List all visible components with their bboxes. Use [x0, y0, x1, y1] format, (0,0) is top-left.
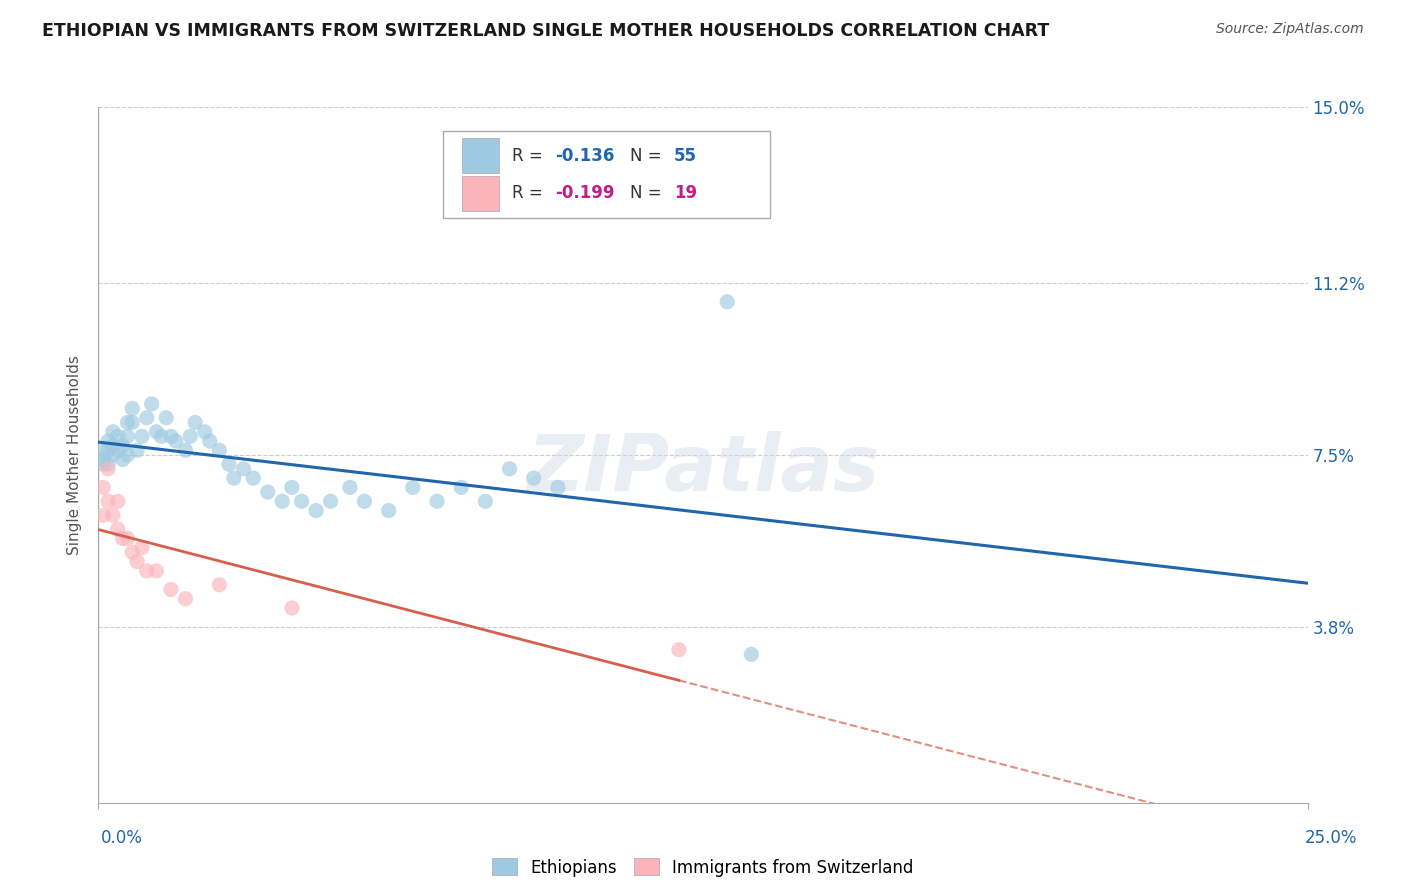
Text: R =: R = [512, 185, 548, 202]
Point [135, 564, 157, 578]
Point [101, 425, 124, 439]
Point [91, 452, 114, 467]
Point [281, 480, 304, 494]
Point [174, 591, 197, 606]
Point [198, 434, 221, 448]
Point [107, 522, 129, 536]
Point [107, 429, 129, 443]
Point [97, 434, 120, 448]
Point [111, 439, 134, 453]
Point [91, 457, 114, 471]
Point [141, 397, 163, 411]
Point [101, 439, 124, 453]
Point [474, 494, 496, 508]
Point [155, 410, 177, 425]
Text: Source: ZipAtlas.com: Source: ZipAtlas.com [1216, 22, 1364, 37]
Point [117, 448, 139, 462]
Point [339, 480, 361, 494]
Point [179, 429, 201, 443]
Point [121, 545, 143, 559]
Point [91, 480, 114, 494]
Point [101, 448, 124, 462]
Text: 25.0%: 25.0% [1305, 829, 1357, 847]
Point [740, 648, 762, 662]
Text: -0.199: -0.199 [555, 185, 614, 202]
Text: ZIPatlas: ZIPatlas [527, 431, 879, 507]
Point [184, 416, 207, 430]
Point [716, 294, 738, 309]
Point [145, 564, 167, 578]
Point [281, 601, 304, 615]
Point [97, 494, 120, 508]
Point [160, 582, 183, 597]
Point [218, 457, 240, 471]
Text: R =: R = [512, 147, 548, 165]
Point [165, 434, 187, 448]
Point [121, 416, 143, 430]
Point [150, 429, 173, 443]
Text: 19: 19 [673, 185, 697, 202]
Point [111, 452, 134, 467]
Point [145, 425, 167, 439]
Point [377, 503, 399, 517]
Legend: Ethiopians, Immigrants from Switzerland: Ethiopians, Immigrants from Switzerland [484, 850, 922, 885]
Text: N =: N = [630, 147, 668, 165]
Point [127, 555, 149, 569]
Point [426, 494, 449, 508]
Y-axis label: Single Mother Households: Single Mother Households [67, 355, 83, 555]
Point [498, 462, 520, 476]
Point [117, 429, 139, 443]
Point [402, 480, 425, 494]
Point [450, 480, 472, 494]
Point [135, 410, 157, 425]
Point [107, 494, 129, 508]
Point [117, 532, 139, 546]
Point [91, 443, 114, 458]
Point [290, 494, 312, 508]
Point [97, 462, 120, 476]
Point [353, 494, 375, 508]
Point [107, 443, 129, 458]
Point [208, 578, 231, 592]
Point [319, 494, 342, 508]
FancyBboxPatch shape [443, 131, 769, 219]
Text: N =: N = [630, 185, 668, 202]
Point [242, 471, 264, 485]
Point [111, 532, 134, 546]
Point [523, 471, 546, 485]
Point [117, 416, 139, 430]
FancyBboxPatch shape [463, 138, 499, 173]
Point [194, 425, 217, 439]
Point [131, 429, 153, 443]
Point [97, 443, 120, 458]
Point [101, 508, 124, 523]
Point [174, 443, 197, 458]
Point [271, 494, 294, 508]
Point [91, 508, 114, 523]
Point [668, 642, 690, 657]
Point [232, 462, 254, 476]
Point [256, 485, 278, 500]
Text: -0.136: -0.136 [555, 147, 614, 165]
Text: ETHIOPIAN VS IMMIGRANTS FROM SWITZERLAND SINGLE MOTHER HOUSEHOLDS CORRELATION CH: ETHIOPIAN VS IMMIGRANTS FROM SWITZERLAND… [42, 22, 1049, 40]
Point [97, 457, 120, 471]
Point [131, 541, 153, 555]
Text: 0.0%: 0.0% [101, 829, 143, 847]
Point [547, 480, 569, 494]
Point [160, 429, 183, 443]
Point [208, 443, 231, 458]
Point [305, 503, 328, 517]
FancyBboxPatch shape [463, 176, 499, 211]
Text: 55: 55 [673, 147, 697, 165]
Point [121, 401, 143, 416]
Point [127, 443, 149, 458]
Point [222, 471, 245, 485]
